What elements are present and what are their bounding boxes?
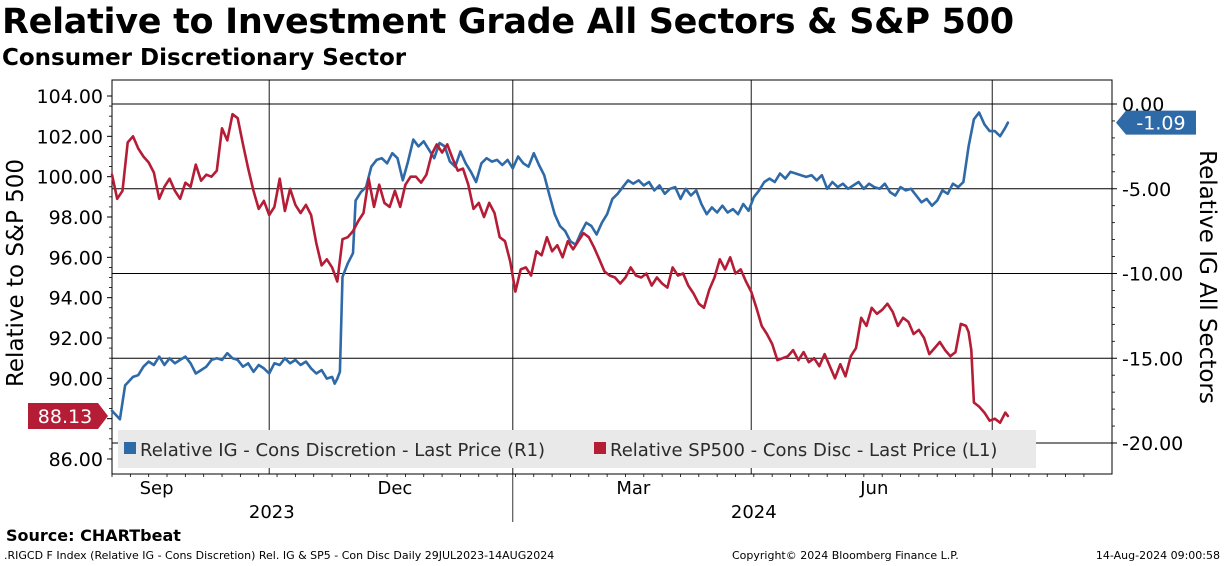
legend-box xyxy=(118,430,1036,468)
left-tick-label: 98.00 xyxy=(49,207,103,229)
x-year-label: 2024 xyxy=(731,502,777,523)
x-month-label: Dec xyxy=(378,478,413,499)
sp500-last-value-flag xyxy=(28,403,108,430)
left-tick-label: 102.00 xyxy=(37,126,103,148)
legend-swatch xyxy=(594,442,606,454)
left-tick-label: 90.00 xyxy=(49,368,103,390)
left-tick-label: 100.00 xyxy=(37,167,103,189)
footer-timestamp: 14-Aug-2024 09:00:58 xyxy=(1095,549,1220,562)
source-label: Source: CHARTbeat xyxy=(6,526,181,545)
chart-subtitle: Consumer Discretionary Sector xyxy=(2,45,407,71)
legend-swatch xyxy=(124,442,136,454)
ig-last-value-flag xyxy=(1116,110,1196,135)
left-tick-label: 104.00 xyxy=(37,86,103,108)
x-year-label: 2023 xyxy=(249,502,295,523)
left-axis-title: Relative to S&P 500 xyxy=(3,159,29,387)
right-tick-label: -5.00 xyxy=(1122,179,1171,201)
legend-label: Relative SP500 - Cons Disc - Last Price … xyxy=(610,440,997,461)
right-tick-label: -10.00 xyxy=(1122,264,1183,286)
chart-title: Relative to Investment Grade All Sectors… xyxy=(2,2,1014,42)
left-tick-label: 94.00 xyxy=(49,288,103,310)
footer-index-info: .RIGCD F Index (Relative IG - Cons Discr… xyxy=(4,549,555,562)
left-tick-label: 96.00 xyxy=(49,247,103,269)
sp500-series-line xyxy=(110,112,1010,424)
x-month-label: Sep xyxy=(140,478,174,499)
sp500-last-value: 88.13 xyxy=(38,406,92,428)
left-tick-label: 86.00 xyxy=(49,449,103,471)
left-tick-label: 92.00 xyxy=(49,328,103,350)
right-axis-title: Relative IG All Sectors xyxy=(1194,150,1220,404)
ig-last-value: -1.09 xyxy=(1136,113,1185,135)
right-tick-label: -15.00 xyxy=(1122,348,1183,370)
x-month-label: Mar xyxy=(616,478,651,499)
ig-series-line xyxy=(110,111,1010,421)
legend-label: Relative IG - Cons Discretion - Last Pri… xyxy=(140,440,545,461)
x-month-label: Jun xyxy=(859,478,888,499)
right-tick-label: -20.00 xyxy=(1122,433,1183,455)
footer-copyright: Copyright© 2024 Bloomberg Finance L.P. xyxy=(732,549,959,562)
right-tick-label: 0.00 xyxy=(1122,94,1164,116)
